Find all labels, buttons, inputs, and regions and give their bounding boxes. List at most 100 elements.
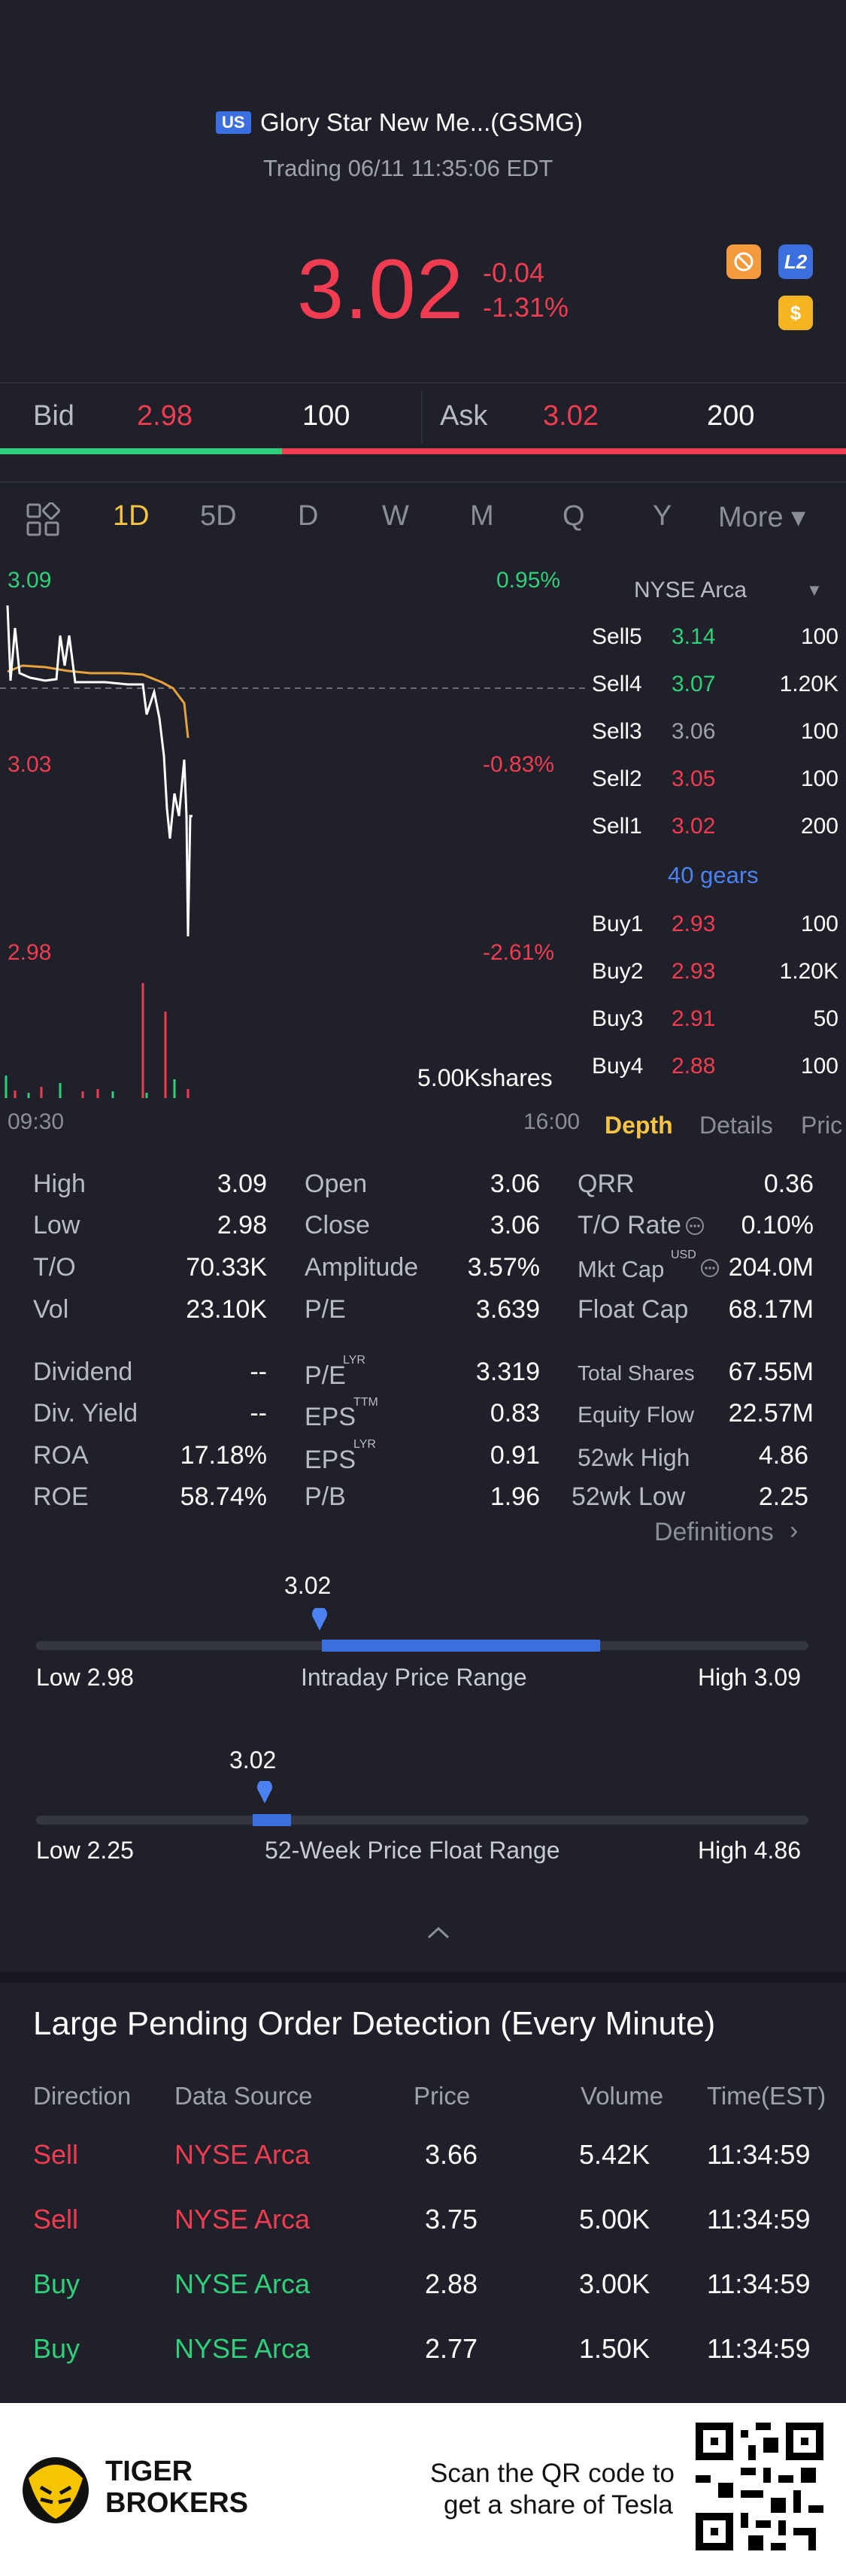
week52-high: High 4.86 <box>698 1837 801 1864</box>
intraday-current-label: 3.02 <box>284 1572 332 1599</box>
depth-row-buy4: Buy4 2.88 100 <box>590 1054 842 1084</box>
week52-track <box>36 1816 808 1825</box>
depth-label: Buy1 <box>592 912 644 936</box>
week52-low: Low 2.25 <box>36 1837 134 1864</box>
stat-epsttm-sup: TTM <box>353 1396 378 1409</box>
order-price: 3.75 <box>425 2204 478 2235</box>
depth-price: 2.88 <box>672 1054 716 1079</box>
cta-line1: Scan the QR code to <box>430 2459 675 2488</box>
depth-price: 3.06 <box>672 719 716 744</box>
stat-divyield-label: Div. Yield <box>33 1399 138 1428</box>
depth-size: 200 <box>800 814 838 839</box>
tab-w[interactable]: W <box>382 500 409 532</box>
intraday-chart[interactable]: 3.09 0.95% 3.03 -0.83% 2.98 -2.61% 5.00K… <box>0 560 587 1139</box>
stat-floatcap-value: 68.17M <box>728 1295 814 1324</box>
depth-gears-link[interactable]: 40 gears <box>668 862 759 888</box>
depth-size: 50 <box>813 1006 838 1031</box>
order-time: 11:34:59 <box>707 2333 811 2364</box>
tab-y[interactable]: Y <box>653 500 672 532</box>
chart-mid-price: 3.03 <box>8 752 52 777</box>
intraday-marker-icon <box>311 1607 329 1636</box>
bid-ratio-bar <box>0 448 282 454</box>
depth-size: 1.20K <box>779 672 838 696</box>
chevron-right-icon[interactable]: › <box>790 1516 799 1545</box>
tab-depth[interactable]: Depth <box>605 1112 673 1139</box>
stat-equityflow-label: Equity Flow <box>578 1403 695 1428</box>
torate-info-icon[interactable] <box>684 1215 705 1240</box>
stat-low-value: 2.98 <box>217 1211 267 1239</box>
cta-line2: get a share of Tesla <box>444 2490 673 2520</box>
depth-label: Sell2 <box>592 766 642 791</box>
stat-pb-value: 1.96 <box>490 1482 540 1511</box>
depth-label: Sell5 <box>592 624 642 649</box>
stat-pelyr-sup: LYR <box>343 1354 365 1367</box>
depth-price: 3.07 <box>672 672 716 696</box>
tab-details[interactable]: Details <box>699 1112 773 1139</box>
qr-code-icon[interactable] <box>696 2423 823 2554</box>
price-change: -0.04 <box>483 257 545 288</box>
stat-close-value: 3.06 <box>490 1211 540 1239</box>
ask-size: 200 <box>707 400 755 432</box>
pending-title: Large Pending Order Detection (Every Min… <box>33 2005 716 2042</box>
chart-settings-icon[interactable] <box>26 502 60 541</box>
period-tabs <box>0 481 846 557</box>
tab-1d[interactable]: 1D <box>113 500 150 532</box>
tab-q[interactable]: Q <box>562 500 585 532</box>
stat-qrr-label: QRR <box>578 1170 635 1198</box>
intraday-low: Low 2.98 <box>36 1664 134 1691</box>
chart-mid-pct: -0.83% <box>483 752 555 777</box>
stat-high-label: High <box>33 1170 86 1198</box>
bid-ask-bar: Bid 2.98 100 Ask 3.02 200 <box>0 382 846 457</box>
tab-price[interactable]: Pric <box>801 1112 843 1139</box>
quote-header: US Glory Star New Me...(GSMG) Trading 06… <box>0 0 846 380</box>
section-divider <box>0 1972 846 1983</box>
chart-high-price: 3.09 <box>8 568 52 593</box>
mktcap-info-icon[interactable] <box>699 1258 720 1282</box>
order-time: 11:34:59 <box>707 2268 811 2299</box>
tab-m[interactable]: M <box>470 500 494 532</box>
promo-footer: TIGER BROKERS Scan the QR code to get a … <box>0 2403 846 2576</box>
depth-row-sell1: Sell1 3.02 200 <box>590 814 842 844</box>
depth-size: 100 <box>800 912 838 936</box>
ask-price: 3.02 <box>543 400 599 432</box>
tiger-logo-icon <box>21 2456 90 2529</box>
week52-title: 52-Week Price Float Range <box>265 1837 560 1864</box>
stat-mktcap-value: 204.0M <box>728 1253 814 1282</box>
order-time: 11:34:59 <box>707 2204 811 2235</box>
depth-label: Sell3 <box>592 719 642 744</box>
definitions-link[interactable]: Definitions <box>654 1518 774 1546</box>
no-margin-icon[interactable] <box>726 244 761 279</box>
collapse-chevron-icon[interactable] <box>426 1924 451 1944</box>
col-price: Price <box>414 2082 471 2110</box>
stat-pe-label: P/E <box>305 1295 346 1324</box>
order-direction: Sell <box>33 2139 79 2170</box>
depth-exchange[interactable]: NYSE Arca <box>634 578 747 602</box>
tab-more[interactable]: More ▾ <box>718 502 806 533</box>
dollar-icon[interactable]: $ <box>778 296 813 330</box>
stat-to-value: 70.33K <box>186 1253 267 1282</box>
stat-epsttm-value: 0.83 <box>490 1399 540 1428</box>
exchange-dropdown-icon[interactable]: ▼ <box>806 581 823 599</box>
stat-epslyr-sup: LYR <box>353 1438 376 1451</box>
depth-label: Sell4 <box>592 672 642 696</box>
tab-d[interactable]: D <box>298 500 319 532</box>
order-direction: Sell <box>33 2204 79 2235</box>
depth-size: 1.20K <box>779 959 838 984</box>
order-source: NYSE Arca <box>174 2139 311 2170</box>
chart-high-pct: 0.95% <box>496 568 561 593</box>
stat-pb-label: P/B <box>305 1482 346 1511</box>
depth-size: 100 <box>800 719 838 744</box>
stat-dividend-label: Dividend <box>33 1358 133 1386</box>
depth-size: 100 <box>800 766 838 791</box>
stat-open-label: Open <box>305 1170 368 1198</box>
level2-icon[interactable]: L2 <box>778 244 813 279</box>
depth-label: Buy2 <box>592 959 644 984</box>
order-price: 2.88 <box>425 2268 478 2299</box>
stat-torate-label: T/O Rate <box>578 1211 681 1239</box>
depth-price: 2.93 <box>672 959 716 984</box>
price-line <box>6 605 193 937</box>
tab-5d[interactable]: 5D <box>200 500 237 532</box>
stat-divyield-value: -- <box>250 1399 267 1428</box>
col-time: Time(EST) <box>707 2082 826 2110</box>
stock-title[interactable]: Glory Star New Me...(GSMG) <box>260 108 584 136</box>
